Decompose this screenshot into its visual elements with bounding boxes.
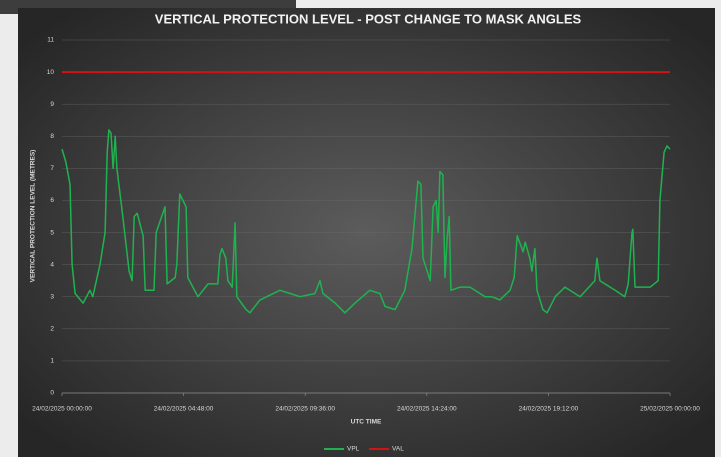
y-tick-label: 5 (50, 229, 54, 236)
x-tick-label: 24/02/2025 04:48:00 (154, 406, 214, 413)
y-tick-label: 1 (50, 358, 54, 365)
y-tick-label: 3 (50, 293, 54, 300)
legend-label: VAL (392, 446, 404, 453)
x-tick-label: 24/02/2025 14:24:00 (397, 406, 457, 413)
chart-title: VERTICAL PROTECTION LEVEL - POST CHANGE … (155, 11, 582, 26)
y-tick-label: 0 (50, 390, 54, 397)
x-axis-label: UTC TIME (351, 419, 382, 426)
x-tick-label: 24/02/2025 09:36:00 (275, 406, 335, 413)
legend-label: VPL (347, 446, 360, 453)
y-tick-label: 9 (50, 101, 54, 108)
y-tick-label: 10 (47, 69, 55, 76)
x-tick-label: 24/02/2025 19:12:00 (519, 406, 579, 413)
y-tick-label: 11 (47, 37, 54, 44)
y-tick-label: 7 (50, 165, 54, 172)
y-axis-label: VERTICAL PROTECTION LEVEL (METRES) (30, 150, 37, 283)
y-tick-label: 8 (50, 133, 54, 140)
y-tick-label: 4 (50, 261, 54, 268)
y-tick-label: 2 (50, 326, 54, 333)
y-tick-label: 6 (50, 197, 54, 204)
series-line (61, 129, 671, 314)
x-tick-label: 24/02/2025 00:00:00 (32, 406, 92, 413)
x-tick-label: 25/02/2025 00:00:00 (640, 406, 700, 413)
